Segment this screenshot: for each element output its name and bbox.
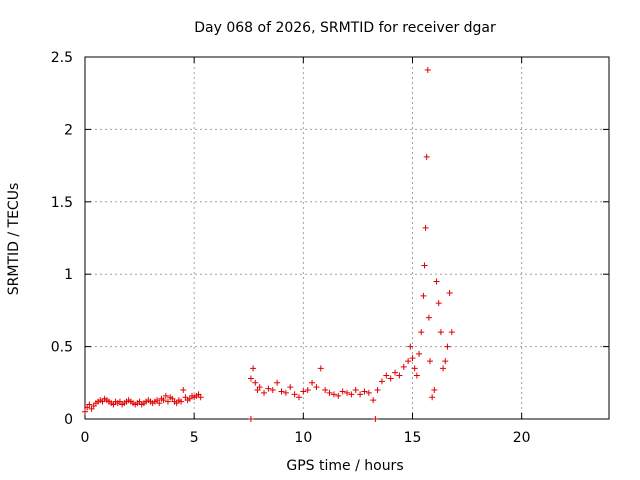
data-point [378,378,385,385]
y-tick-label: 2.5 [51,50,73,66]
data-point [250,365,257,372]
data-point [370,397,377,404]
y-tick-label: 1 [64,267,73,283]
data-point [435,300,442,307]
data-point [421,262,428,269]
data-point [291,391,298,398]
data-point [162,392,169,399]
data-point [444,343,451,350]
data-point [348,391,355,398]
data-point [420,292,427,299]
data-point [413,372,420,379]
data-point [433,278,440,285]
data-point [405,358,412,365]
grid [85,57,609,419]
data-point [156,400,163,407]
data-point [365,389,372,396]
data-point [269,387,276,394]
data-point [392,369,399,376]
data-point [278,388,285,395]
data-point [322,387,329,394]
data-point [82,408,88,415]
data-point [313,384,320,391]
y-tick-label: 0 [64,412,73,428]
data-point [265,385,272,392]
data-point [442,358,449,365]
data-point [160,397,167,404]
data-point [178,398,185,405]
data-point [407,343,414,350]
data-point [352,387,359,394]
x-tick-label: 10 [294,430,312,446]
chart-title: Day 068 of 2026, SRMTID for receiver dga… [194,20,496,36]
data-point [400,363,407,370]
data-point [339,388,346,395]
data-point [86,401,93,408]
data-point [164,398,171,405]
data-point [247,375,254,382]
x-tick-label: 15 [404,430,422,446]
data-point [440,365,447,372]
data-point [287,384,294,391]
data-point [423,153,430,160]
data-point [344,389,350,396]
data-point [387,375,394,382]
data-point [424,67,431,74]
plot-frame [84,56,610,420]
data-point [357,391,364,398]
data-point [295,394,302,401]
y-tick-label: 1.5 [51,195,73,211]
data-point [247,416,254,422]
data-point [304,387,311,394]
data-point [422,224,429,231]
x-axis-label: GPS time / hours [286,458,403,474]
data-point [383,372,390,379]
y-tick-label: 0.5 [51,340,73,356]
data-point [180,387,187,394]
data-point [197,394,204,401]
data-point [274,379,281,386]
data-point [330,391,337,398]
data-point [372,416,379,422]
data-point [361,388,368,395]
data-point [426,358,433,365]
data-point [416,350,423,357]
x-tick-label: 0 [81,430,90,446]
y-tick-labels: 0 0.5 1 1.5 2 2.5 [51,50,73,428]
data-point [309,379,316,386]
data-point [448,329,455,336]
data-point [429,394,436,401]
axis-ticks [84,56,609,420]
x-tick-labels: 0 5 10 15 20 [81,430,531,446]
data-point [446,290,453,297]
data-point [300,388,307,395]
data-point [418,329,425,336]
data-point [437,329,444,336]
x-tick-label: 5 [190,430,199,446]
data-point [409,355,416,362]
data-point [335,392,342,399]
data-point [431,387,438,394]
y-axis-label: SRMTID / TECUs [6,183,22,296]
y-tick-label: 2 [64,122,73,138]
data-point [396,372,403,379]
data-point [282,389,289,396]
data-point [317,365,324,372]
data-point [425,314,432,321]
x-tick-label: 20 [513,430,531,446]
data-point [411,365,418,372]
data-point [256,384,263,391]
data-point [374,387,381,394]
data-point [326,389,333,396]
data-points [82,67,455,422]
data-point [252,379,259,386]
data-point [261,389,268,396]
